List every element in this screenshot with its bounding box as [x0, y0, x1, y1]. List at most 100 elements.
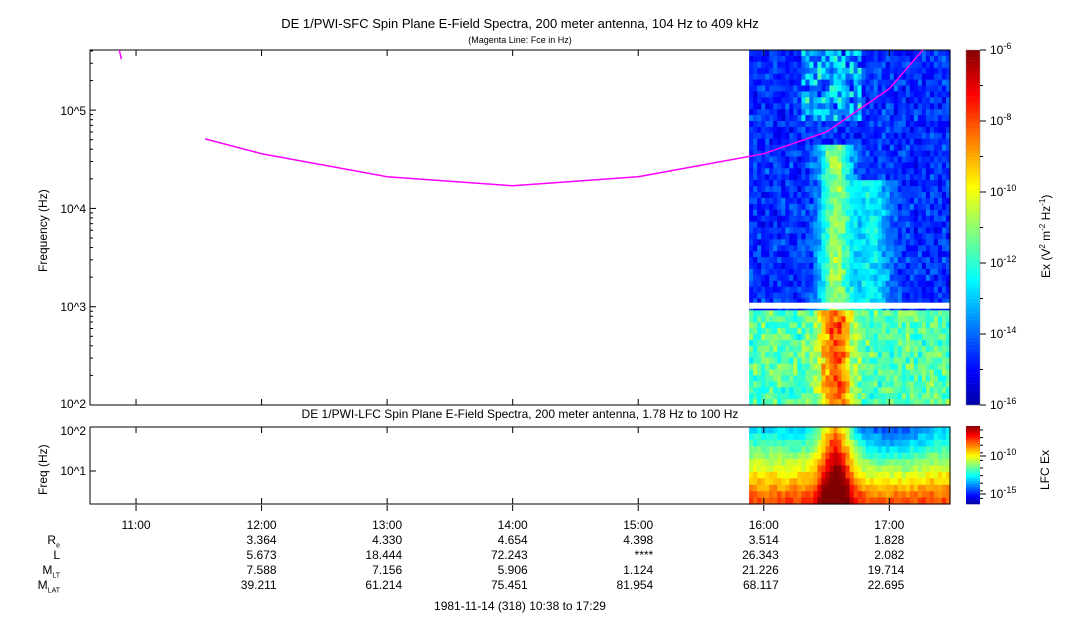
heatmap-cell: [901, 73, 907, 81]
heatmap-cell: [942, 91, 947, 98]
heatmap-cell: [805, 144, 810, 152]
heatmap-cell: [849, 484, 855, 492]
heatmap-cell: [925, 245, 931, 252]
heatmap-cell: [865, 67, 871, 75]
heatmap-cell: [789, 298, 794, 305]
heatmap-cell: [785, 427, 790, 434]
heatmap-cell: [893, 345, 899, 353]
heatmap-cell: [837, 334, 843, 341]
heatmap-cell: [885, 446, 891, 454]
heatmap-cell: [765, 274, 770, 282]
heatmap-cell: [833, 162, 839, 169]
heatmap-cell: [861, 156, 867, 163]
heatmap-cell: [797, 85, 802, 92]
heatmap-cell: [817, 79, 822, 87]
heatmap-cell: [805, 215, 810, 223]
heatmap-cell: [765, 109, 770, 116]
ephemeris-l-value: 5.673: [246, 548, 277, 562]
heatmap-cell: [889, 67, 895, 75]
heatmap-cell: [797, 156, 802, 163]
heatmap-cell: [849, 316, 855, 323]
heatmap-cell: [749, 316, 754, 323]
heatmap-cell: [909, 227, 915, 234]
heatmap-cell: [837, 150, 843, 158]
heatmap-cell: [946, 345, 951, 353]
heatmap-cell: [921, 393, 927, 400]
heatmap-cell: [765, 239, 770, 246]
colorbar-cell: [966, 362, 980, 367]
heatmap-cell: [761, 79, 766, 87]
heatmap-cell: [853, 357, 859, 365]
heatmap-cell: [809, 55, 814, 63]
heatmap-cell: [869, 452, 875, 460]
heatmap-cell: [841, 162, 847, 169]
heatmap-cell: [881, 168, 887, 175]
heatmap-cell: [821, 203, 826, 211]
heatmap-cell: [821, 497, 826, 505]
heatmap-cell: [893, 268, 899, 276]
heatmap-cell: [809, 257, 814, 264]
heatmap-cell: [893, 351, 899, 359]
heatmap-cell: [909, 393, 915, 400]
colorbar-cell: [966, 431, 980, 435]
heatmap-cell: [921, 465, 927, 473]
heatmap-cell: [757, 109, 762, 116]
heatmap-cell: [925, 351, 931, 359]
heatmap-cell: [837, 345, 843, 353]
heatmap-cell: [873, 497, 879, 505]
heatmap-cell: [937, 186, 943, 193]
heatmap-cell: [933, 257, 939, 264]
heatmap-cell: [913, 381, 919, 388]
heatmap-cell: [917, 55, 923, 63]
heatmap-cell: [749, 186, 754, 193]
heatmap-cell: [765, 227, 770, 234]
heatmap-cell: [813, 478, 818, 486]
heatmap-cell: [781, 328, 786, 335]
heatmap-cell: [749, 286, 754, 294]
heatmap-cell: [829, 251, 835, 258]
heatmap-cell: [861, 197, 867, 205]
heatmap-cell: [793, 50, 798, 57]
heatmap-cell: [837, 209, 843, 217]
heatmap-cell: [825, 50, 831, 57]
colorbar-cell: [966, 468, 980, 472]
heatmap-cell: [921, 73, 927, 81]
heatmap-cell: [749, 322, 754, 329]
heatmap-cell: [925, 446, 931, 454]
heatmap-cell: [942, 203, 947, 211]
heatmap-cell: [901, 375, 907, 382]
heatmap-cell: [845, 471, 851, 479]
heatmap-cell: [937, 55, 943, 63]
heatmap-cell: [873, 79, 879, 87]
heatmap-cell: [757, 121, 762, 128]
heatmap-cell: [801, 97, 806, 104]
heatmap-cell: [805, 180, 810, 187]
heatmap-cell: [825, 209, 831, 217]
heatmap-cell: [942, 345, 947, 353]
heatmap-cell: [785, 209, 790, 217]
heatmap-cell: [889, 239, 895, 246]
heatmap-cell: [849, 439, 855, 447]
heatmap-cell: [793, 156, 798, 163]
heatmap-cell: [793, 61, 798, 69]
heatmap-cell: [905, 339, 911, 347]
heatmap-cell: [946, 121, 951, 128]
heatmap-cell: [793, 132, 798, 140]
heatmap-cell: [765, 245, 770, 252]
heatmap-cell: [761, 85, 766, 92]
heatmap-cell: [837, 197, 843, 205]
heatmap-cell: [829, 459, 835, 467]
heatmap-cell: [757, 97, 762, 104]
heatmap-cell: [869, 497, 875, 505]
heatmap-cell: [865, 55, 871, 63]
heatmap-cell: [777, 345, 782, 353]
heatmap-cell: [801, 339, 806, 347]
colorbar-cell: [966, 457, 980, 460]
heatmap-cell: [805, 174, 810, 181]
heatmap-cell: [905, 328, 911, 335]
sfc-y-tick-label: 10^3: [60, 300, 86, 314]
heatmap-cell: [913, 109, 919, 116]
heatmap-cell: [929, 103, 935, 110]
heatmap-cell: [837, 310, 843, 317]
heatmap-cell: [925, 197, 931, 205]
